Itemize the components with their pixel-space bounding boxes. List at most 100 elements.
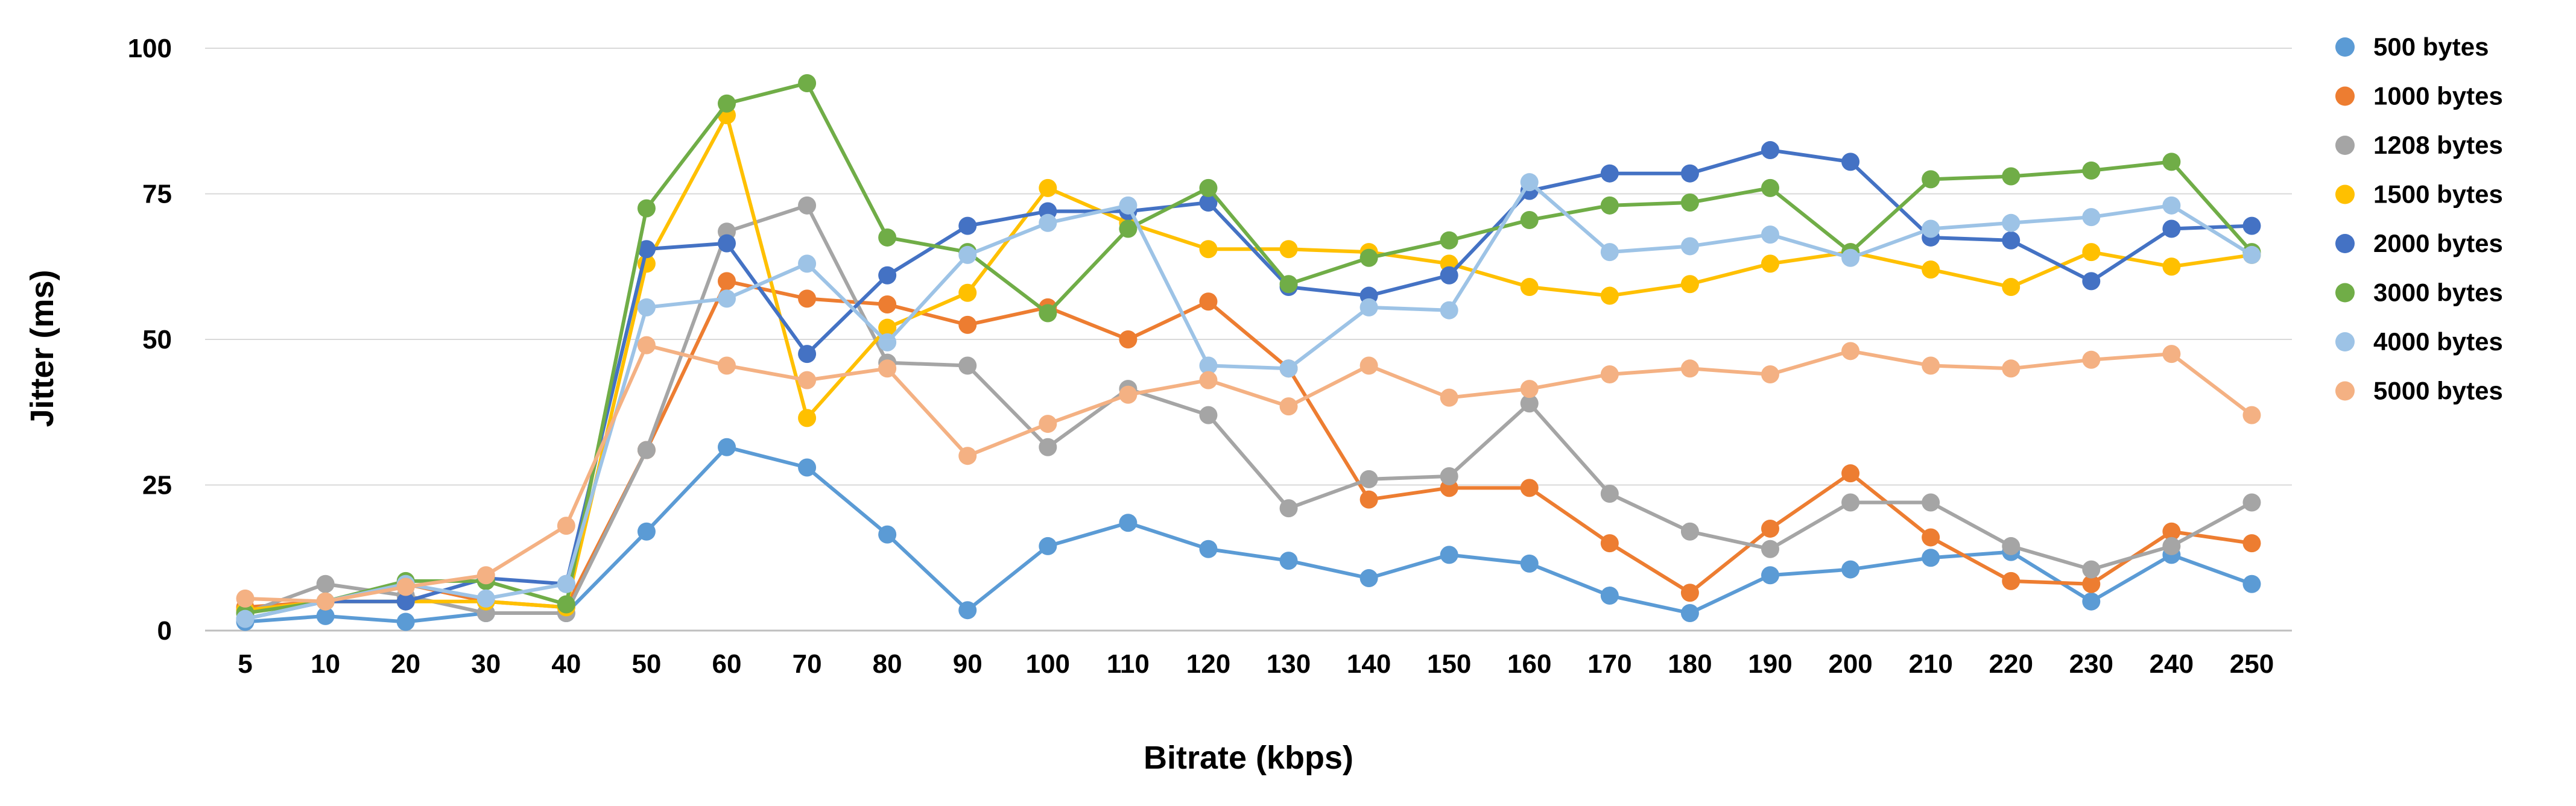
data-point [1359, 569, 1378, 588]
x-tick-label: 150 [1427, 649, 1471, 679]
data-point [1680, 275, 1699, 294]
legend-label: 3000 bytes [2373, 279, 2503, 307]
data-point [1600, 484, 1619, 503]
data-point [396, 578, 415, 596]
data-point [1841, 493, 1860, 512]
x-tick-label: 5 [238, 649, 252, 679]
data-point [476, 566, 495, 585]
data-point [2002, 278, 2021, 297]
data-point [1279, 499, 1298, 518]
data-point [1600, 286, 1619, 305]
data-point [316, 575, 335, 593]
series-5000-bytes [236, 336, 2261, 611]
y-tick-label: 0 [157, 616, 172, 646]
gridlines [205, 48, 2292, 486]
series-line [245, 279, 2252, 609]
x-tick-label: 140 [1347, 649, 1391, 679]
data-point [1520, 380, 1539, 398]
data-point [958, 601, 977, 620]
data-point [1199, 193, 1218, 212]
data-point [1680, 584, 1699, 602]
data-point [1199, 406, 1218, 424]
x-tick-label: 170 [1587, 649, 1631, 679]
series-line [244, 148, 2252, 621]
data-point [1359, 298, 1378, 316]
x-tick-label: 60 [712, 649, 742, 679]
data-point [1359, 470, 1378, 488]
data-point [1761, 519, 1779, 538]
series-1208-bytes [236, 196, 2261, 623]
data-point [236, 589, 255, 608]
data-point [637, 298, 656, 316]
y-tick-label: 50 [142, 325, 172, 354]
data-point [2162, 537, 2181, 555]
data-point [2162, 522, 2181, 541]
data-point [2002, 571, 2021, 590]
data-point [1199, 178, 1218, 197]
data-point [1039, 438, 1057, 456]
data-point [878, 266, 897, 285]
data-point [2242, 534, 2261, 553]
data-point [2082, 161, 2101, 180]
legend-label: 1208 bytes [2373, 131, 2503, 159]
data-point [1761, 365, 1779, 383]
data-point [1199, 292, 1218, 311]
data-point [878, 295, 897, 314]
data-point [1119, 330, 1138, 348]
series-line [245, 113, 2252, 612]
legend-label: 500 bytes [2373, 33, 2489, 61]
legend: 500 bytes 1000 bytes 1208 bytes 1500 bytes 2… [2335, 33, 2503, 405]
data-point [2082, 208, 2101, 227]
x-tick-label: 200 [1828, 649, 1872, 679]
data-point [2162, 345, 2181, 364]
data-point [798, 409, 817, 427]
x-tick-label: 210 [1908, 649, 1952, 679]
data-point [2002, 359, 2021, 378]
data-point [2002, 537, 2021, 555]
data-point [798, 345, 817, 364]
data-point [1440, 467, 1458, 486]
x-tick-label: 240 [2150, 649, 2194, 679]
x-tick-label: 80 [873, 649, 902, 679]
data-point [718, 289, 736, 308]
data-point [2002, 213, 2021, 232]
x-tick-label: 50 [631, 649, 661, 679]
data-point [2242, 575, 2261, 593]
data-point [1922, 260, 1940, 279]
data-point [1600, 243, 1619, 262]
data-point [878, 525, 897, 544]
x-tick-label: 30 [471, 649, 501, 679]
data-point [1440, 231, 1458, 250]
data-point [1761, 254, 1779, 273]
data-point [878, 228, 897, 247]
data-point [1841, 153, 1860, 171]
data-point [1761, 540, 1779, 558]
data-point [958, 283, 977, 302]
data-point [1279, 240, 1298, 259]
data-point [1922, 356, 1940, 375]
data-point [1680, 604, 1699, 623]
series-4000-bytes [236, 173, 2261, 628]
legend-marker [2335, 184, 2355, 204]
data-point [2162, 219, 2181, 238]
data-point [2082, 350, 2101, 369]
y-axis-title: Jitter (ms) [24, 269, 60, 427]
legend-marker [2335, 381, 2355, 401]
data-point [1279, 552, 1298, 570]
data-point [1039, 537, 1057, 555]
data-point [1761, 566, 1779, 585]
data-point [2002, 231, 2021, 250]
data-point [1359, 490, 1378, 509]
legend-label: 2000 bytes [2373, 229, 2503, 257]
data-point [878, 333, 897, 351]
data-point [1600, 587, 1619, 605]
data-point [637, 441, 656, 459]
data-point [1440, 301, 1458, 320]
x-tick-label: 40 [551, 649, 581, 679]
x-tick-label: 100 [1026, 649, 1070, 679]
data-point [1600, 365, 1619, 383]
x-tick-label: 120 [1186, 649, 1230, 679]
data-point [798, 371, 817, 389]
y-tick-label: 100 [128, 34, 172, 63]
data-point [2082, 243, 2101, 262]
